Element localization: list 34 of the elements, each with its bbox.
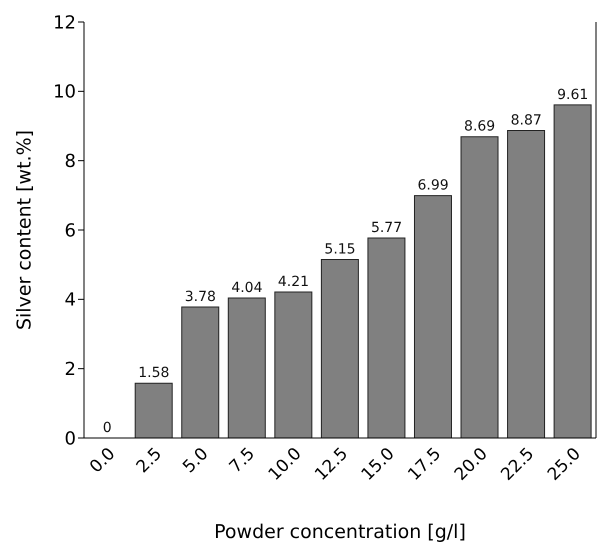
x-tick-label: 7.5 (226, 444, 259, 478)
bar (181, 306, 220, 438)
y-tick-label: 4 (64, 290, 76, 311)
data-label: 4.04 (231, 280, 263, 296)
x-tick-label: 5.0 (179, 444, 212, 478)
bar (274, 292, 312, 438)
data-label: 3.78 (184, 288, 216, 305)
y-axis-title: Silver content [wt.%] (14, 130, 36, 330)
data-label: 6.99 (418, 178, 449, 194)
y-tick-label: 2 (64, 359, 76, 380)
data-label: 1.58 (138, 365, 170, 382)
y-tick-label: 10 (53, 82, 76, 103)
bar (414, 195, 452, 438)
y-tick-label: 6 (64, 220, 76, 242)
y-tick-label: 8 (64, 151, 76, 172)
bar (228, 297, 266, 438)
x-tick-label: 0.0 (86, 444, 120, 478)
x-tick-label: 2.5 (132, 444, 166, 478)
data-label: 5.15 (324, 241, 356, 258)
x-axis-title: Powder concentration [g/l] (214, 521, 466, 543)
bar (554, 104, 592, 438)
y-tick-label: 12 (53, 12, 76, 34)
data-label: 8.87 (510, 112, 542, 129)
data-label: 8.69 (464, 118, 496, 135)
bar (320, 258, 359, 438)
y-tick-label: 0 (64, 428, 76, 450)
bar (507, 130, 546, 438)
data-label: 4.21 (278, 274, 310, 290)
bar (367, 237, 406, 438)
bar (460, 136, 499, 438)
data-label: 5.77 (370, 220, 402, 236)
data-label: 9.61 (557, 86, 588, 103)
data-label: 0 (102, 420, 112, 436)
bar (134, 382, 173, 438)
